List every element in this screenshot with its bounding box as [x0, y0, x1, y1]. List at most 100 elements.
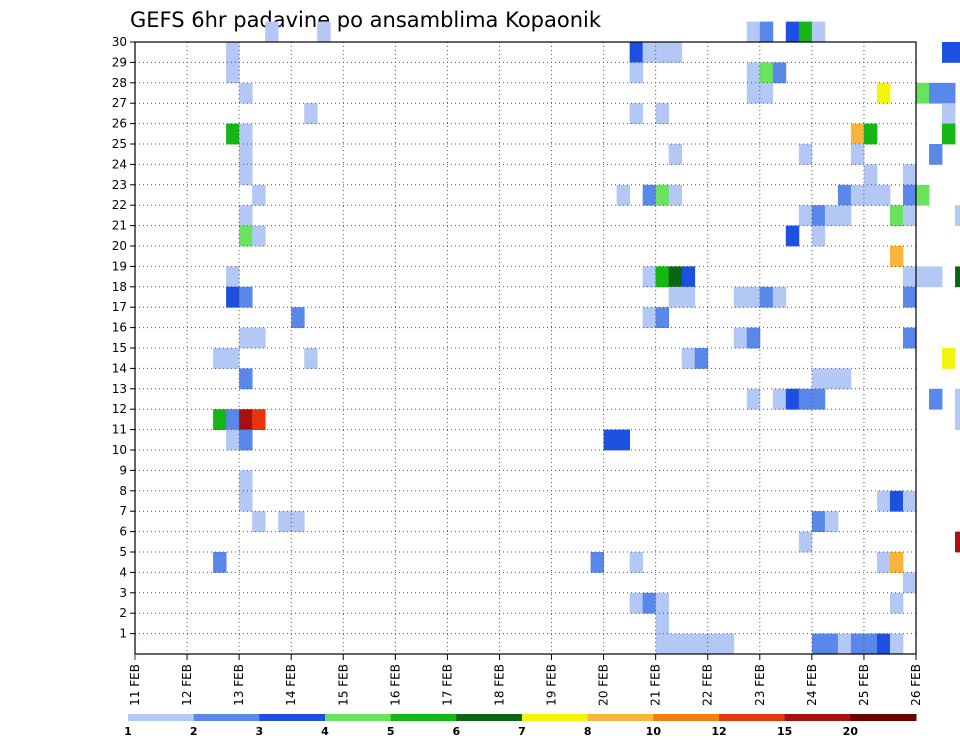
x-tick-label: 25 FEB: [857, 664, 871, 706]
heatmap-cell: [252, 511, 266, 532]
heatmap-cell: [668, 633, 683, 655]
colorbar-label: 8: [584, 725, 592, 738]
heatmap-cell: [317, 21, 331, 43]
heatmap-cell: [304, 103, 318, 124]
heatmap-cell: [746, 286, 761, 308]
heatmap-cell: [759, 62, 774, 84]
heatmap-cell: [694, 348, 709, 369]
heatmap-cell: [642, 42, 657, 63]
colorbar: 1 2 3 4 5 6 7 8 10 12 15 20: [124, 714, 917, 738]
heatmap-cell: [668, 144, 683, 165]
y-tick-label: 14: [112, 361, 127, 375]
heatmap-cell: [902, 572, 917, 594]
heatmap-cell: [655, 592, 670, 614]
colorbar-label: 12: [711, 725, 726, 738]
y-tick-label: 24: [112, 157, 127, 171]
colorbar-segment: [719, 714, 786, 721]
heatmap-cell: [811, 633, 826, 655]
heatmap-cell: [850, 184, 865, 206]
heatmap-cell: [772, 388, 787, 410]
colorbar-segment: [128, 714, 195, 721]
heatmap-cell: [942, 103, 956, 124]
heatmap-cell: [929, 82, 943, 104]
heatmap-cell: [824, 511, 839, 532]
colorbar-label: 20: [843, 725, 859, 738]
heatmap-cell: [681, 266, 696, 288]
y-tick-label: 5: [119, 545, 127, 559]
heatmap-cell: [811, 388, 826, 410]
heatmap-cell: [616, 429, 631, 451]
heatmap-cell: [929, 144, 943, 165]
y-tick-label: 25: [112, 137, 127, 151]
heatmap-cell: [798, 144, 813, 165]
x-tick-label: 12 FEB: [180, 664, 194, 706]
heatmap-cell: [902, 164, 917, 186]
x-axis: 11 FEB 12 FEB 13 FEB 14 FEB 15 FEB 16 FEB 17 F…: [128, 654, 923, 706]
heatmap-cell: [733, 327, 748, 349]
heatmap-cell: [746, 21, 761, 43]
heatmap-cell: [876, 633, 891, 655]
heatmap-cell: [655, 633, 670, 655]
heatmap-cell: [876, 552, 891, 573]
heatmap-cell: [811, 368, 826, 390]
x-tick-label: 11 FEB: [128, 664, 142, 706]
y-tick-label: 29: [112, 55, 127, 69]
heatmap-cell: [226, 42, 240, 63]
heatmap-cell: [733, 286, 748, 308]
heatmap-cell: [590, 552, 604, 573]
heatmap-cell: [798, 388, 813, 410]
heatmap-cell: [681, 633, 696, 655]
heatmap-cell: [863, 123, 878, 145]
heatmap-cell: [955, 205, 960, 226]
heatmap-cell: [889, 552, 904, 573]
heatmap-cell: [239, 144, 253, 165]
heatmap-cell: [668, 266, 683, 288]
heatmap-cell: [304, 348, 318, 369]
heatmap-cell: [746, 82, 761, 104]
colorbar-label: 6: [453, 725, 461, 738]
heatmap-cell: [863, 633, 878, 655]
heatmap-cell: [902, 184, 917, 206]
x-tick-label: 17 FEB: [440, 664, 454, 706]
heatmap-cell: [942, 123, 956, 145]
heatmap-cell: [642, 592, 657, 614]
heatmap-cell: [746, 388, 761, 410]
heatmap-cell: [837, 633, 852, 655]
heatmap-cell: [655, 307, 670, 328]
heatmap-cell: [772, 286, 787, 308]
heatmap-cell: [226, 409, 240, 430]
heatmap-cell: [291, 511, 305, 532]
x-tick-label: 19 FEB: [545, 664, 559, 706]
heatmap-cell: [655, 42, 670, 63]
heatmap-cell: [955, 531, 960, 553]
heatmap-cell: [278, 511, 292, 532]
y-axis: 1234567891011121314151617181920212223242…: [112, 35, 135, 641]
x-tick-label: 14 FEB: [284, 664, 298, 706]
heatmap-cell: [629, 592, 644, 614]
y-tick-label: 15: [112, 341, 127, 355]
heatmap-cell: [252, 327, 266, 349]
heatmap-cell: [811, 225, 826, 247]
heatmap-cell: [239, 286, 253, 308]
heatmap-cell: [785, 225, 800, 247]
colorbar-segment: [784, 714, 851, 721]
x-tick-label: 22 FEB: [701, 664, 715, 706]
y-tick-label: 16: [112, 321, 127, 335]
y-tick-label: 17: [112, 300, 127, 314]
x-tick-label: 13 FEB: [232, 664, 246, 706]
heatmap-cell: [265, 21, 279, 43]
heatmap-cell: [837, 368, 852, 390]
heatmap-cell: [616, 184, 631, 206]
heatmap-cell: [798, 531, 813, 553]
heatmap-cell: [629, 552, 644, 573]
heatmap-cell: [239, 490, 253, 512]
heatmap-cell: [772, 62, 787, 84]
y-tick-label: 2: [119, 606, 127, 620]
heatmap-cell: [955, 409, 960, 430]
colorbar-segment: [653, 714, 720, 721]
heatmap-cell: [811, 511, 826, 532]
heatmap-cell: [876, 490, 891, 512]
y-tick-label: 13: [112, 382, 127, 396]
heatmap-cell: [655, 266, 670, 288]
heatmap-cell: [655, 184, 670, 206]
